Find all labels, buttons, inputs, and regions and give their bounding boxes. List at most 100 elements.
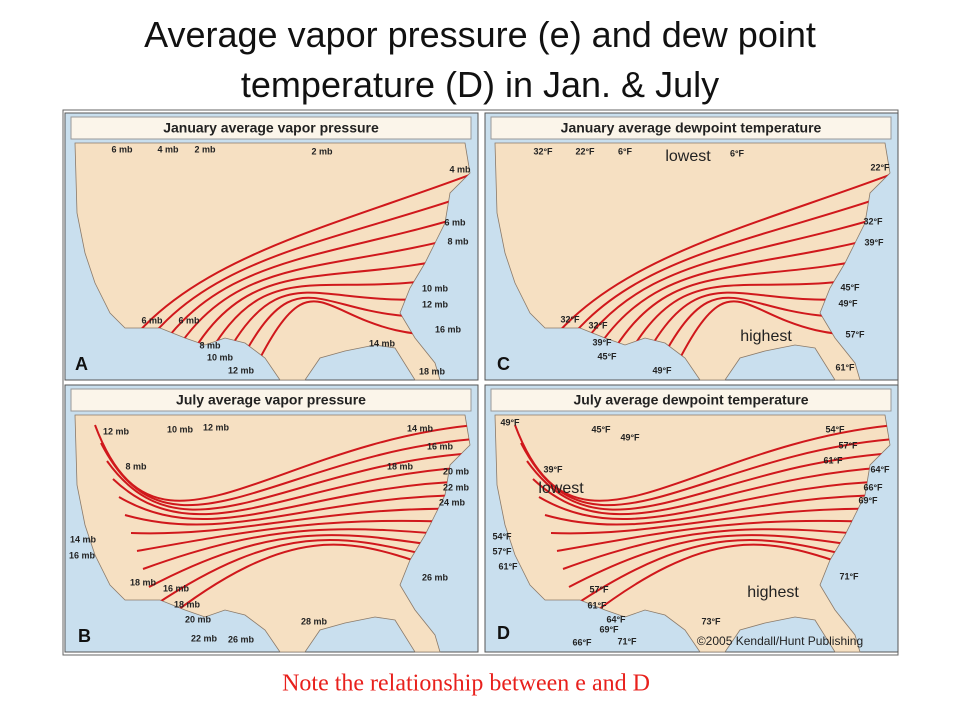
note: Note the relationship between e and D bbox=[282, 671, 650, 697]
isoline bbox=[578, 232, 890, 380]
isoline-label: 10 mb bbox=[207, 352, 234, 362]
panel-title-box bbox=[70, 116, 472, 140]
isoline-label: 6 mb bbox=[178, 315, 200, 325]
isoline-label: 61°F bbox=[835, 362, 855, 372]
isoline-label: 64°F bbox=[870, 464, 890, 474]
isoline-label: 12 mb bbox=[103, 426, 130, 436]
isoline-label: 18 mb bbox=[174, 599, 201, 609]
isoline-label: 57°F bbox=[845, 329, 865, 339]
isoline-label: 69°F bbox=[599, 624, 619, 634]
map-panel: January average vapor pressure bbox=[64, 112, 479, 381]
isoline bbox=[136, 519, 470, 552]
isoline bbox=[176, 252, 470, 380]
annotation: highest bbox=[747, 584, 799, 601]
panel-title-box bbox=[70, 388, 472, 412]
isoline-label: 18 mb bbox=[130, 577, 157, 587]
isoline-label: 32°F bbox=[560, 314, 580, 324]
isoline bbox=[520, 438, 890, 507]
isoline-label: 20 mb bbox=[443, 466, 470, 476]
isoline-label: 16 mb bbox=[69, 550, 96, 560]
panel-title: July average dewpoint temperature bbox=[574, 392, 809, 408]
isolines bbox=[94, 424, 470, 624]
isoline-label: 45°F bbox=[597, 351, 617, 361]
isoline-label: 54°F bbox=[492, 531, 512, 541]
isoline-label: 22°F bbox=[870, 162, 890, 172]
panel-letter: D bbox=[497, 623, 510, 643]
isoline-label: 71°F bbox=[617, 636, 637, 646]
isoline-label: 57°F bbox=[589, 584, 609, 594]
copyright: ©2005 Kendall/Hunt Publishing bbox=[697, 634, 863, 648]
isoline-label: 49°F bbox=[620, 432, 640, 442]
isoline-label: 45°F bbox=[591, 424, 611, 434]
isoline-label: 4 mb bbox=[157, 144, 179, 154]
annotation: lowest bbox=[665, 148, 711, 165]
map-panel: January average dewpoint temperature bbox=[484, 112, 899, 381]
isoline bbox=[158, 232, 470, 380]
isoline-label: 6 mb bbox=[111, 144, 133, 154]
isoline-label: 61°F bbox=[587, 600, 607, 610]
isoline bbox=[550, 507, 890, 535]
isoline-label: 66°F bbox=[572, 637, 592, 647]
isoline-label: 24 mb bbox=[439, 497, 466, 507]
isoline-label: 12 mb bbox=[228, 365, 255, 375]
panel-letter: A bbox=[75, 354, 88, 374]
isoline bbox=[100, 438, 470, 507]
isoline bbox=[124, 494, 470, 526]
isoline-label: 14 mb bbox=[369, 338, 396, 348]
slide-title: Average vapor pressure (e) and dew point… bbox=[144, 14, 816, 105]
isoline bbox=[130, 507, 470, 535]
isoline bbox=[118, 480, 470, 520]
isoline-label: 6 mb bbox=[141, 315, 163, 325]
isoline-label: 39°F bbox=[864, 237, 884, 247]
isoline-label: 26 mb bbox=[228, 634, 255, 644]
isoline-label: 64°F bbox=[606, 614, 626, 624]
isoline-label: 6°F bbox=[730, 148, 745, 158]
isoline-label: 61°F bbox=[498, 561, 518, 571]
isoline-label: 32°F bbox=[533, 146, 553, 156]
panel-title: July average vapor pressure bbox=[176, 392, 366, 408]
map-panel: July average dewpoint temperature bbox=[484, 384, 899, 653]
isoline bbox=[106, 452, 470, 511]
isoline-label: 39°F bbox=[543, 464, 563, 474]
isoline-label: 16 mb bbox=[163, 583, 190, 593]
isoline-label: 10 mb bbox=[422, 283, 449, 293]
isoline-label: 49°F bbox=[838, 298, 858, 308]
isoline-label: 14 mb bbox=[407, 423, 434, 433]
isoline bbox=[596, 252, 890, 380]
panel-title-box bbox=[490, 388, 892, 412]
isoline-label: 49°F bbox=[500, 417, 520, 427]
isoline-label: 8 mb bbox=[125, 461, 147, 471]
isoline-label: 20 mb bbox=[185, 614, 212, 624]
isoline-label: 18 mb bbox=[419, 366, 446, 376]
isoline-label: 18 mb bbox=[387, 461, 414, 471]
isoline bbox=[556, 519, 890, 552]
panel-title-box bbox=[490, 116, 892, 140]
isoline-label: 12 mb bbox=[422, 299, 449, 309]
isoline bbox=[526, 452, 890, 511]
isoline-label: 6 mb bbox=[444, 217, 466, 227]
isoline-label: 49°F bbox=[652, 365, 672, 375]
isoline-label: 10 mb bbox=[167, 424, 194, 434]
isoline-label: 54°F bbox=[825, 424, 845, 434]
isoline-label: 22 mb bbox=[191, 633, 218, 643]
isoline bbox=[538, 480, 890, 520]
panel-title: January average vapor pressure bbox=[163, 120, 379, 136]
panel-title: January average dewpoint temperature bbox=[561, 120, 822, 136]
isoline-label: 57°F bbox=[492, 546, 512, 556]
isoline-label: 22 mb bbox=[443, 482, 470, 492]
isoline-label: 66°F bbox=[863, 482, 883, 492]
isoline-label: 14 mb bbox=[70, 534, 97, 544]
annotation: lowest bbox=[538, 480, 584, 497]
isoline-label: 8 mb bbox=[447, 236, 469, 246]
isoline-label: 69°F bbox=[858, 495, 878, 505]
map-panel: July average vapor pressure bbox=[64, 384, 479, 653]
panel-letter: C bbox=[497, 354, 510, 374]
isoline-label: 4 mb bbox=[449, 164, 471, 174]
annotation: highest bbox=[740, 328, 792, 345]
isoline-label: 45°F bbox=[840, 282, 860, 292]
isoline-label: 22°F bbox=[575, 146, 595, 156]
isoline-label: 26 mb bbox=[422, 572, 449, 582]
isoline bbox=[532, 466, 890, 516]
